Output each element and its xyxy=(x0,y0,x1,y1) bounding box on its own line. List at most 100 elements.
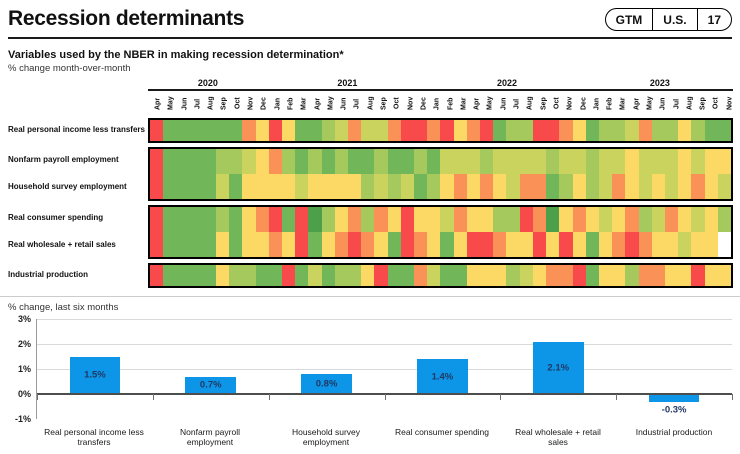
month-label: Aug xyxy=(680,92,693,116)
heatmap-cell xyxy=(414,149,427,174)
heatmap-cell xyxy=(546,207,559,232)
heatmap-time-axis: 2020202120222023 AprMayJunJulAugSepOctNo… xyxy=(148,78,733,116)
heatmap-cell xyxy=(256,174,269,199)
heatmap-cell xyxy=(467,232,480,257)
heatmap-cell xyxy=(203,149,216,174)
heatmap-cell xyxy=(612,265,625,286)
heatmap-cell xyxy=(639,174,652,199)
heatmap-cell xyxy=(599,120,612,141)
year-label: 2020 xyxy=(148,78,268,88)
month-label: Feb xyxy=(281,92,294,116)
heatmap-label-spacer xyxy=(8,78,148,116)
heatmap-cell xyxy=(705,232,718,257)
month-label: Dec xyxy=(574,92,587,116)
heatmap-cell xyxy=(203,265,216,286)
heatmap-cell xyxy=(454,207,467,232)
heatmap-cell xyxy=(625,207,638,232)
month-label: Sep xyxy=(534,92,547,116)
month-label: Dec xyxy=(254,92,267,116)
heatmap-cell xyxy=(190,149,203,174)
month-label: Aug xyxy=(520,92,533,116)
heatmap-row-label: Real consumer spending xyxy=(8,205,148,232)
heatmap-cell xyxy=(678,207,691,232)
heatmap-grid xyxy=(148,118,733,143)
heatmap-row xyxy=(150,207,731,232)
heatmap-cell xyxy=(678,265,691,286)
x-axis-tick xyxy=(269,394,270,400)
heatmap-cell xyxy=(163,149,176,174)
heatmap-cell xyxy=(216,265,229,286)
heatmap-cell xyxy=(573,149,586,174)
heatmap-row-label: Real wholesale + retail sales xyxy=(8,232,148,259)
heatmap-cell xyxy=(639,149,652,174)
page-title: Recession determinants xyxy=(8,7,244,31)
month-label: Jan xyxy=(587,92,600,116)
heatmap-cell xyxy=(467,265,480,286)
heatmap-cell xyxy=(335,149,348,174)
x-category-label: Household survey employment xyxy=(268,428,384,448)
section-divider xyxy=(0,296,740,297)
heatmap-cell xyxy=(256,207,269,232)
gridline xyxy=(37,369,732,370)
heatmap-cell xyxy=(559,174,572,199)
heatmap-cell xyxy=(678,174,691,199)
year-label: 2022 xyxy=(427,78,587,88)
heatmap-cell xyxy=(480,265,493,286)
heatmap-cell xyxy=(520,120,533,141)
heatmap-subtitle: % change month-over-month xyxy=(8,63,733,74)
x-axis-tick xyxy=(37,394,38,400)
month-label: May xyxy=(480,92,493,116)
month-label: Mar xyxy=(613,92,626,116)
heatmap-cell xyxy=(718,174,731,199)
month-label: Dec xyxy=(414,92,427,116)
month-label: May xyxy=(640,92,653,116)
heatmap-cell xyxy=(269,149,282,174)
month-label: Jul xyxy=(188,92,201,116)
heatmap-cell xyxy=(665,149,678,174)
x-category-label: Real personal income less transfers xyxy=(36,428,152,448)
bar-chart-title: % change, last six months xyxy=(8,302,732,313)
heatmap-axis-header: 2020202120222023 AprMayJunJulAugSepOctNo… xyxy=(8,78,733,116)
heatmap-cell xyxy=(374,232,387,257)
heatmap-cell xyxy=(361,232,374,257)
month-label: Jul xyxy=(347,92,360,116)
heatmap-cell xyxy=(506,207,519,232)
x-axis-tick xyxy=(500,394,501,400)
x-category-label: Industrial production xyxy=(616,428,732,448)
heatmap-cell xyxy=(691,174,704,199)
heatmap-cell xyxy=(705,265,718,286)
heatmap-cell xyxy=(493,174,506,199)
gtm-badge: GTM U.S. 17 xyxy=(605,8,732,31)
heatmap-cell xyxy=(718,232,731,257)
heatmap-cell xyxy=(520,149,533,174)
heatmap-cell xyxy=(493,265,506,286)
heatmap-cell xyxy=(665,120,678,141)
heatmap-cell xyxy=(282,232,295,257)
heatmap-cell xyxy=(282,120,295,141)
month-label: Sep xyxy=(693,92,706,116)
heatmap-cell xyxy=(335,120,348,141)
year-label: 2023 xyxy=(587,78,733,88)
heatmap-cell xyxy=(586,207,599,232)
heatmap-cell xyxy=(388,265,401,286)
year-divider-line xyxy=(148,89,733,91)
heatmap-cell xyxy=(533,174,546,199)
heatmap-cell xyxy=(718,265,731,286)
heatmap-cell xyxy=(374,149,387,174)
heatmap-cell xyxy=(335,207,348,232)
heatmap-cell xyxy=(269,207,282,232)
heatmap-cell xyxy=(427,120,440,141)
heatmap-cell xyxy=(216,174,229,199)
heatmap-cell xyxy=(322,207,335,232)
badge-page-number: 17 xyxy=(697,9,731,30)
month-label: Apr xyxy=(467,92,480,116)
month-label: Jun xyxy=(494,92,507,116)
heatmap-cell xyxy=(295,120,308,141)
heatmap-cell xyxy=(176,207,189,232)
year-label: 2021 xyxy=(268,78,428,88)
heatmap-cell xyxy=(520,174,533,199)
month-label: Aug xyxy=(201,92,214,116)
heatmap-cell xyxy=(586,232,599,257)
heatmap-cell xyxy=(374,265,387,286)
heatmap-cell xyxy=(454,265,467,286)
